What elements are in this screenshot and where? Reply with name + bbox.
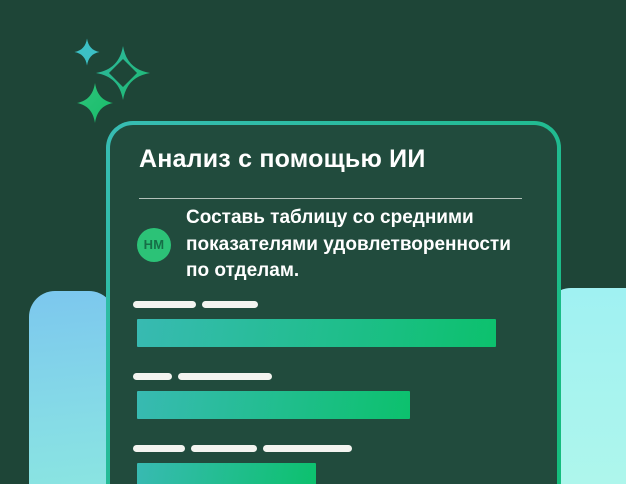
sparkle-solid <box>77 83 113 123</box>
prompt-text: Составь таблицу со средними показателями… <box>186 205 511 285</box>
divider <box>139 198 522 199</box>
label-pill <box>178 372 272 380</box>
label-pill <box>133 300 196 308</box>
card-title: Анализ с помощью ИИ <box>139 145 426 173</box>
ai-sparkles-icon <box>74 38 150 123</box>
avatar-initials: НМ <box>143 237 165 253</box>
label-pill-row <box>133 372 530 380</box>
prompt-line: по отделам. <box>186 260 300 281</box>
bar <box>137 390 410 419</box>
label-pill <box>133 444 185 452</box>
label-pill-row <box>133 444 530 452</box>
label-pill <box>191 444 257 452</box>
bar <box>137 462 316 484</box>
label-pill <box>133 372 172 380</box>
chart-group <box>133 372 530 419</box>
label-pill-row <box>133 300 530 308</box>
chart-group <box>133 300 530 347</box>
label-pill <box>263 444 352 452</box>
ai-analysis-card-body: Анализ с помощью ИИ НМ Составь таблицу с… <box>110 125 557 484</box>
prompt-row: НМ Составь таблицу со средними показател… <box>137 205 530 285</box>
label-pill <box>202 300 258 308</box>
user-avatar: НМ <box>137 227 171 262</box>
chart-group <box>133 444 530 484</box>
bar-chart <box>133 300 530 484</box>
bar <box>137 318 496 347</box>
sparkle-outline <box>96 46 150 100</box>
prompt-line: Составь таблицу со средними <box>186 207 474 228</box>
background-shape-left <box>29 291 115 484</box>
ai-analysis-card: Анализ с помощью ИИ НМ Составь таблицу с… <box>106 121 561 484</box>
prompt-line: показателями удовлетворенности <box>186 233 511 255</box>
sparkle-small <box>74 38 100 66</box>
